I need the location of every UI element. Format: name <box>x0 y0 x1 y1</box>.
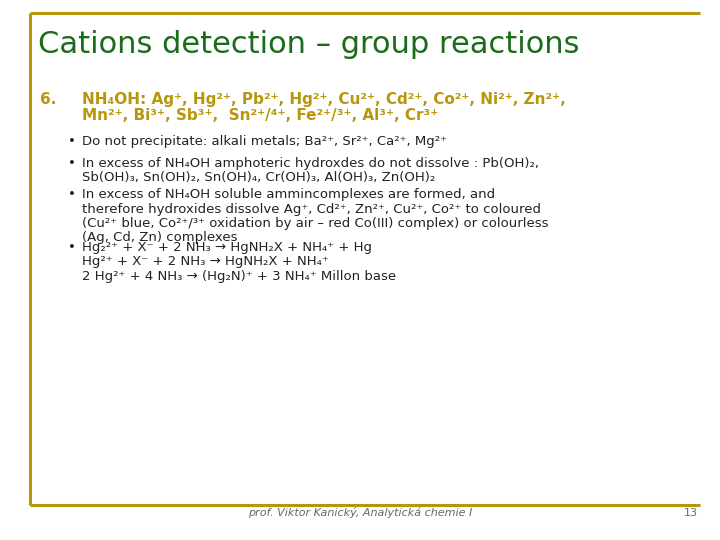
Text: 6.: 6. <box>40 92 56 107</box>
Text: •: • <box>68 188 76 201</box>
Text: Do not precipitate: alkali metals; Ba²⁺, Sr²⁺, Ca²⁺, Mg²⁺: Do not precipitate: alkali metals; Ba²⁺,… <box>82 135 447 148</box>
Text: Cations detection – group reactions: Cations detection – group reactions <box>38 30 580 59</box>
Text: (Ag, Cd, Zn) complexes: (Ag, Cd, Zn) complexes <box>82 232 238 245</box>
Text: In excess of NH₄OH soluble ammincomplexes are formed, and: In excess of NH₄OH soluble ammincomplexe… <box>82 188 495 201</box>
Text: Hg₂²⁺ + X⁻ + 2 NH₃ → HgNH₂X + NH₄⁺ + Hg: Hg₂²⁺ + X⁻ + 2 NH₃ → HgNH₂X + NH₄⁺ + Hg <box>82 241 372 254</box>
Text: NH₄OH: Ag⁺, Hg²⁺, Pb²⁺, Hg²⁺, Cu²⁺, Cd²⁺, Co²⁺, Ni²⁺, Zn²⁺,: NH₄OH: Ag⁺, Hg²⁺, Pb²⁺, Hg²⁺, Cu²⁺, Cd²⁺… <box>82 92 566 107</box>
Text: (Cu²⁺ blue, Co²⁺/³⁺ oxidation by air – red Co(III) complex) or colourless: (Cu²⁺ blue, Co²⁺/³⁺ oxidation by air – r… <box>82 217 549 230</box>
Text: prof. Viktor Kanický, Analytická chemie I: prof. Viktor Kanický, Analytická chemie … <box>248 507 472 518</box>
Text: Mn²⁺, Bi³⁺, Sb³⁺,  Sn²⁺/⁴⁺, Fe²⁺/³⁺, Al³⁺, Cr³⁺: Mn²⁺, Bi³⁺, Sb³⁺, Sn²⁺/⁴⁺, Fe²⁺/³⁺, Al³⁺… <box>82 108 438 123</box>
Text: therefore hydroxides dissolve Ag⁺, Cd²⁺, Zn²⁺, Cu²⁺, Co²⁺ to coloured: therefore hydroxides dissolve Ag⁺, Cd²⁺,… <box>82 202 541 215</box>
Text: •: • <box>68 241 76 254</box>
Text: 13: 13 <box>684 508 698 518</box>
Text: •: • <box>68 135 76 148</box>
Text: Sb(OH)₃, Sn(OH)₂, Sn(OH)₄, Cr(OH)₃, Al(OH)₃, Zn(OH)₂: Sb(OH)₃, Sn(OH)₂, Sn(OH)₄, Cr(OH)₃, Al(O… <box>82 172 436 185</box>
Text: In excess of NH₄OH amphoteric hydroxdes do not dissolve : Pb(OH)₂,: In excess of NH₄OH amphoteric hydroxdes … <box>82 157 539 170</box>
Text: •: • <box>68 157 76 170</box>
Text: Hg²⁺ + X⁻ + 2 NH₃ → HgNH₂X + NH₄⁺: Hg²⁺ + X⁻ + 2 NH₃ → HgNH₂X + NH₄⁺ <box>82 255 329 268</box>
Text: 2 Hg²⁺ + 4 NH₃ → (Hg₂N)⁺ + 3 NH₄⁺ Millon base: 2 Hg²⁺ + 4 NH₃ → (Hg₂N)⁺ + 3 NH₄⁺ Millon… <box>82 270 396 283</box>
